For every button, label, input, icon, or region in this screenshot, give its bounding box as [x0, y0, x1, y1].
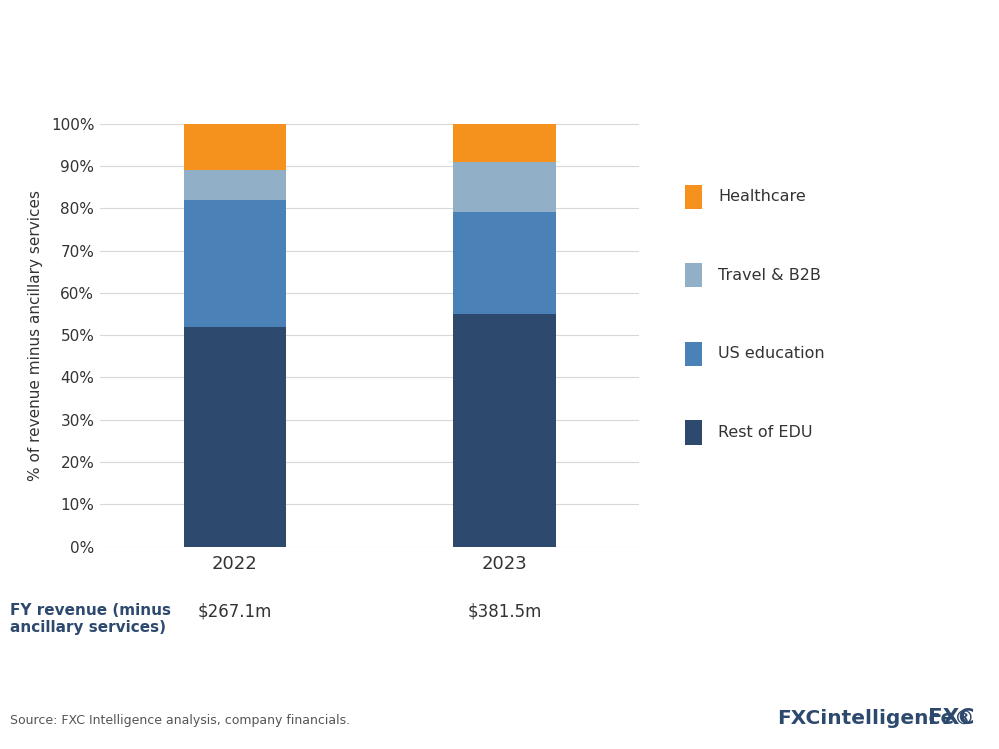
- Bar: [184, 170, 286, 200]
- Text: $381.5m: $381.5m: [468, 603, 541, 621]
- Text: Source: FXC Intelligence analysis, company financials.: Source: FXC Intelligence analysis, compa…: [10, 714, 350, 727]
- Bar: [184, 327, 286, 547]
- Bar: [454, 124, 555, 162]
- Text: Rest of EDU: Rest of EDU: [718, 425, 813, 440]
- Text: Flywire FY revenue share split by segment (%), 2022-2023: Flywire FY revenue share split by segmen…: [13, 70, 524, 88]
- Y-axis label: % of revenue minus ancillary services: % of revenue minus ancillary services: [28, 189, 43, 481]
- Text: Healthcare: Healthcare: [718, 189, 806, 204]
- Text: US education: US education: [718, 346, 825, 362]
- Bar: [454, 314, 555, 547]
- Bar: [685, 184, 702, 209]
- Text: FXCintelligence®: FXCintelligence®: [776, 709, 974, 728]
- Text: FY revenue (minus
ancillary services): FY revenue (minus ancillary services): [10, 603, 171, 635]
- Bar: [454, 162, 555, 213]
- Text: Travel & B2B: Travel & B2B: [718, 267, 821, 283]
- Bar: [685, 420, 702, 445]
- Bar: [454, 213, 555, 314]
- Bar: [184, 124, 286, 170]
- Bar: [685, 342, 702, 366]
- Bar: [184, 200, 286, 327]
- Text: FXC: FXC: [927, 708, 974, 728]
- Text: Flywire sees travel, B2B and non-US education growing share: Flywire sees travel, B2B and non-US educ…: [13, 22, 933, 49]
- Text: $267.1m: $267.1m: [198, 603, 272, 621]
- Bar: [685, 263, 702, 288]
